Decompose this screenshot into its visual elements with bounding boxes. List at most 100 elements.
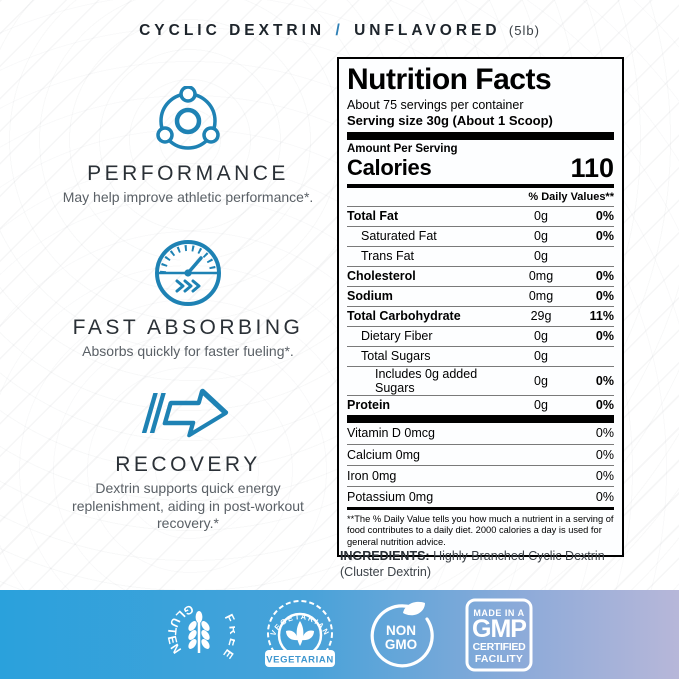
nutrient-label: Total Sugars [361,349,431,363]
nutrient-row: Saturated Fat 0g 0% [347,225,614,246]
calories-row: Calories 110 [347,155,614,184]
nutrient-label: Total Carbohydrate [347,309,461,323]
nutrient-amount: 0g [534,398,548,412]
nutrient-label: Total Fat [347,209,399,223]
product-name: CYCLIC DEXTRIN [139,22,326,39]
nutrient-label: Saturated Fat [361,229,437,243]
nutrient-amount: 0mg [528,269,554,283]
nutrition-facts-panel: Nutrition Facts About 75 servings per co… [337,57,624,558]
feature-desc-recovery: Dextrin supports quick energy replenishm… [72,480,304,531]
non-gmo-line1: NON [386,623,416,638]
vitamin-daily-value: 0% [595,426,614,440]
gauge-icon [52,236,324,310]
gmp-line2: GMP [472,615,526,643]
vitamin-label: Calcium 0mg [347,447,420,462]
vegetarian-banner-text: VEGETARIAN [266,654,334,665]
divider-thick [347,414,614,423]
nutrient-label: Protein [347,398,391,412]
vitamin-label: Iron 0mg [347,468,397,483]
feature-desc-fast-absorbing: Absorbs quickly for faster fueling*. [82,343,294,359]
gluten-free-badge-icon: GLUTEN FREE [165,601,235,663]
serving-size: Serving size 30g (About 1 Scoop) [347,112,553,128]
nutrient-daily-value: 0% [595,373,614,388]
amount-per-serving-label: Amount Per Serving [347,142,458,155]
feature-desc-performance: May help improve athletic performance*. [62,189,314,205]
nutrient-amount: 0g [534,209,548,223]
nutrient-amount: 0mg [528,289,554,303]
speed-arrow-icon [52,381,324,447]
nutrient-row: Total Carbohydrate 29g 11% [347,305,614,326]
nutrient-row: Total Fat 0g 0% [347,205,614,226]
nutrient-amount: 29g [530,309,552,323]
vegetarian-badge-icon: VEGETARIAN VEGETARIAN [265,599,335,667]
nutrition-facts-title: Nutrition Facts [347,63,552,96]
nutrient-amount: 0g [534,373,548,388]
vitamin-rows: Vitamin D 0mcg 0% Calcium 0mg 0% Iron 0mg 0% P… [347,423,614,507]
nutrient-daily-value: 0% [595,329,614,343]
nutrient-amount: 0g [534,349,548,363]
divider-thick [347,131,614,140]
feature-fast-absorbing: FAST ABSORBING Absorbs quickly for faste… [52,236,324,361]
product-flavor: UNFLAVORED [354,22,501,39]
gmp-line1: MADE IN A [473,608,524,618]
vitamin-label: Potassium 0mg [347,489,434,504]
non-gmo-badge-icon: NON GMO [370,601,434,667]
feature-title-performance: PERFORMANCE [87,162,289,185]
nutrient-daily-value: 0% [595,209,614,223]
certification-bar: GLUTEN FREE VEGETARIAN VEGETARIAN [0,590,679,679]
servings-per-container: About 75 servings per container [347,97,524,112]
daily-values-header: % Daily Values** [528,190,614,203]
nutrient-daily-value: 0% [595,229,614,243]
calories-value: 110 [570,153,614,184]
nutrient-daily-value: 0% [595,398,614,412]
feature-performance: PERFORMANCE May help improve athletic pe… [52,86,324,207]
nutrient-label: Dietary Fiber [361,329,433,343]
ingredients-text: Highly Branched Cyclic Dextrin (Cluster … [340,549,605,580]
nutrient-label: Trans Fat [361,249,415,263]
gluten-free-word2: FREE [219,611,235,663]
feature-title-fast-absorbing: FAST ABSORBING [72,316,304,339]
vitamin-label: Vitamin D 0mcg [347,426,435,440]
nutrient-row: Includes 0g added Sugars 0g 0% [347,365,614,395]
feature-recovery: RECOVERY Dextrin supports quick energy r… [52,381,324,533]
ingredients-label: INGREDIENTS: [340,549,430,563]
nutrient-amount: 0g [534,329,548,343]
vitamin-row: Iron 0mg 0% [347,464,614,486]
nutrient-row: Total Sugars 0g [347,345,614,366]
divider-medium [347,183,614,188]
svg-text:FREE: FREE [219,611,235,663]
calories-label: Calories [347,154,432,180]
nutrient-label: Cholesterol [347,269,416,283]
gmp-badge-icon: MADE IN A GMP CERTIFIED FACILITY [465,598,533,671]
nutrient-rows: Total Fat 0g 0% Saturated Fat 0g 0% Trans Fat 0… [347,205,614,415]
product-title: CYCLIC DEXTRIN / UNFLAVORED (5lb) [0,22,679,40]
vitamin-row: Potassium 0mg 0% [347,485,614,507]
nutrient-daily-value: 11% [589,309,614,323]
title-slash-divider: / [335,22,344,39]
daily-value-footnote: **The % Daily Value tells you how much a… [347,513,614,547]
nutrient-row: Cholesterol 0mg 0% [347,265,614,286]
gmp-line3: CERTIFIED [473,641,526,653]
feature-title-recovery: RECOVERY [115,453,261,476]
nutrient-amount: 0g [534,249,548,263]
nutrient-amount: 0g [534,229,548,243]
nutrient-label: Includes 0g added Sugars [375,366,478,395]
nutrient-row: Sodium 0mg 0% [347,285,614,306]
vitamin-row: Calcium 0mg 0% [347,443,614,465]
divider-thin [347,506,614,510]
nutrient-daily-value: 0% [595,269,614,283]
vitamin-daily-value: 0% [595,447,614,462]
gmp-line4: FACILITY [475,653,523,665]
product-size: (5lb) [508,23,540,38]
nutrient-row: Protein 0g 0% [347,394,614,415]
vitamin-daily-value: 0% [595,468,614,483]
vitamin-row: Vitamin D 0mcg 0% [347,423,614,444]
non-gmo-line2: GMO [385,637,417,652]
nutrient-daily-value: 0% [595,289,614,303]
vitamin-daily-value: 0% [595,489,614,504]
molecule-icon [52,86,324,156]
nutrient-label: Sodium [347,289,393,303]
nutrient-row: Dietary Fiber 0g 0% [347,325,614,346]
ingredients-statement: INGREDIENTS: Highly Branched Cyclic Dext… [340,548,628,581]
